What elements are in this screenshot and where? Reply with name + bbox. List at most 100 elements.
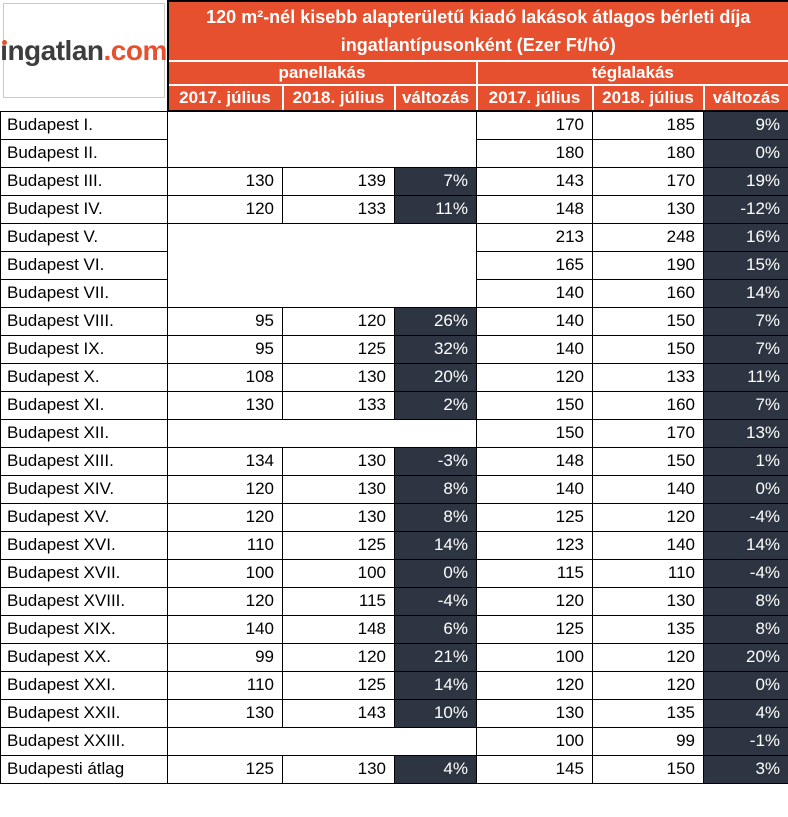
row-label: Budapest II. [0,138,168,168]
panel-2018-cell: 125 [282,530,395,560]
col-header-panel-change: változás [393,84,478,112]
panel-2018-cell: 130 [282,446,395,476]
panel-2018-cell: 130 [282,362,395,392]
tegla-change-cell: 13% [702,418,788,448]
tegla-2018-cell: 140 [592,474,704,504]
panel-2017-cell: 108 [167,362,283,392]
panel-2018-cell: 130 [282,474,395,504]
tegla-change-cell: -12% [702,194,788,224]
tegla-2017-cell: 148 [476,446,593,476]
panel-change-cell: 6% [394,614,477,644]
tegla-2018-cell: 130 [592,586,704,616]
row-label: Budapest VIII. [0,306,168,336]
tegla-change-cell: -1% [702,726,788,756]
group-header-tegla: téglalakás [475,60,788,86]
tegla-2018-cell: 150 [592,306,704,336]
table-row: Budapest XIV. 120 130 8% 140 140 0% [0,474,788,504]
panel-empty-cell [167,418,477,448]
row-label: Budapest XVIII. [0,586,168,616]
tegla-2017-cell: 120 [476,586,593,616]
tegla-2018-cell: 248 [592,222,704,252]
table-row: Budapest XXII. 130 143 10% 130 135 4% [0,698,788,728]
tegla-change-cell: 7% [702,390,788,420]
tegla-change-cell: 4% [702,698,788,728]
tegla-change-cell: 3% [702,754,788,784]
tegla-2018-cell: 190 [592,250,704,280]
panel-2018-cell: 115 [282,586,395,616]
table-row: Budapesti átlag 125 130 4% 145 150 3% [0,754,788,784]
panel-2017-cell: 120 [167,194,283,224]
tegla-change-cell: 0% [702,474,788,504]
panel-2018-cell: 148 [282,614,395,644]
tegla-2017-cell: 145 [476,754,593,784]
panel-2017-cell: 134 [167,446,283,476]
logo-primary: ı ngatlan [0,34,105,66]
table-row: Budapest II. 180 180 0% [0,138,788,168]
panel-2017-cell: 130 [167,698,283,728]
row-label: Budapest XIX. [0,614,168,644]
tegla-2017-cell: 213 [476,222,593,252]
tegla-2018-cell: 135 [592,614,704,644]
row-label: Budapest XII. [0,418,168,448]
tegla-2017-cell: 165 [476,250,593,280]
table-row: Budapest VIII. 95 120 26% 140 150 7% [0,306,788,336]
tegla-2018-cell: 150 [592,446,704,476]
tegla-change-cell: 1% [702,446,788,476]
tegla-2018-cell: 130 [592,194,704,224]
table-row: Budapest VI. 165 190 15% [0,250,788,280]
panel-empty-cell [167,110,477,168]
table-row: Budapest XV. 120 130 8% 125 120 -4% [0,502,788,532]
table-row: Budapest IV. 120 133 11% 148 130 -12% [0,194,788,224]
tegla-2017-cell: 100 [476,726,593,756]
panel-change-cell: 21% [394,642,477,672]
panel-2017-cell: 95 [167,306,283,336]
panel-2017-cell: 110 [167,670,283,700]
table-header: ı ngatlan.com 120 m²-nél kisebb alapterül… [0,0,788,112]
panel-2017-cell: 110 [167,530,283,560]
table-row: Budapest XVIII. 120 115 -4% 120 130 8% [0,586,788,616]
row-label: Budapest V. [0,222,168,252]
tegla-2017-cell: 115 [476,558,593,588]
row-label: Budapest I. [0,110,168,140]
tegla-2018-cell: 133 [592,362,704,392]
panel-change-cell: 32% [394,334,477,364]
panel-change-cell: 14% [394,530,477,560]
tegla-change-cell: 8% [702,586,788,616]
panel-2018-cell: 133 [282,390,395,420]
tegla-2017-cell: 125 [476,502,593,532]
table-row: Budapest I. 170 185 9% [0,110,788,168]
panel-empty-cell [167,726,477,756]
tegla-change-cell: 19% [702,166,788,196]
tegla-2018-cell: 120 [592,670,704,700]
panel-2018-cell: 130 [282,754,395,784]
tegla-2018-cell: 110 [592,558,704,588]
title-row: ı ngatlan.com 120 m²-nél kisebb alapterül… [0,0,788,112]
tegla-2017-cell: 148 [476,194,593,224]
table-row: Budapest IX. 95 125 32% 140 150 7% [0,334,788,364]
table-body: Budapest I. 170 185 9% Budapest II. 180 180 0% B… [0,110,788,784]
tegla-2018-cell: 120 [592,502,704,532]
tegla-2017-cell: 140 [476,306,593,336]
table-row: Budapest XII. 150 170 13% [0,418,788,448]
tegla-2018-cell: 140 [592,530,704,560]
tegla-2017-cell: 150 [476,390,593,420]
col-header-tegla-2017: 2017. július [475,84,594,112]
panel-change-cell: 11% [394,194,477,224]
row-label: Budapest XIII. [0,446,168,476]
table-row: Budapest X. 108 130 20% 120 133 11% [0,362,788,392]
row-label: Budapest XIV. [0,474,168,504]
table-row: Budapest V. 213 248 16% [0,222,788,308]
tegla-2017-cell: 100 [476,642,593,672]
panel-2017-cell: 130 [167,390,283,420]
tegla-2018-cell: 150 [592,754,704,784]
tegla-change-cell: 9% [702,110,788,140]
table-row: Budapest XXIII. 100 99 -1% [0,726,788,756]
panel-change-cell: 8% [394,502,477,532]
row-label: Budapesti átlag [0,754,168,784]
tegla-2018-cell: 150 [592,334,704,364]
panel-2017-cell: 95 [167,334,283,364]
panel-change-cell: -4% [394,586,477,616]
tegla-change-cell: 7% [702,306,788,336]
logo-i-dot [2,39,8,45]
